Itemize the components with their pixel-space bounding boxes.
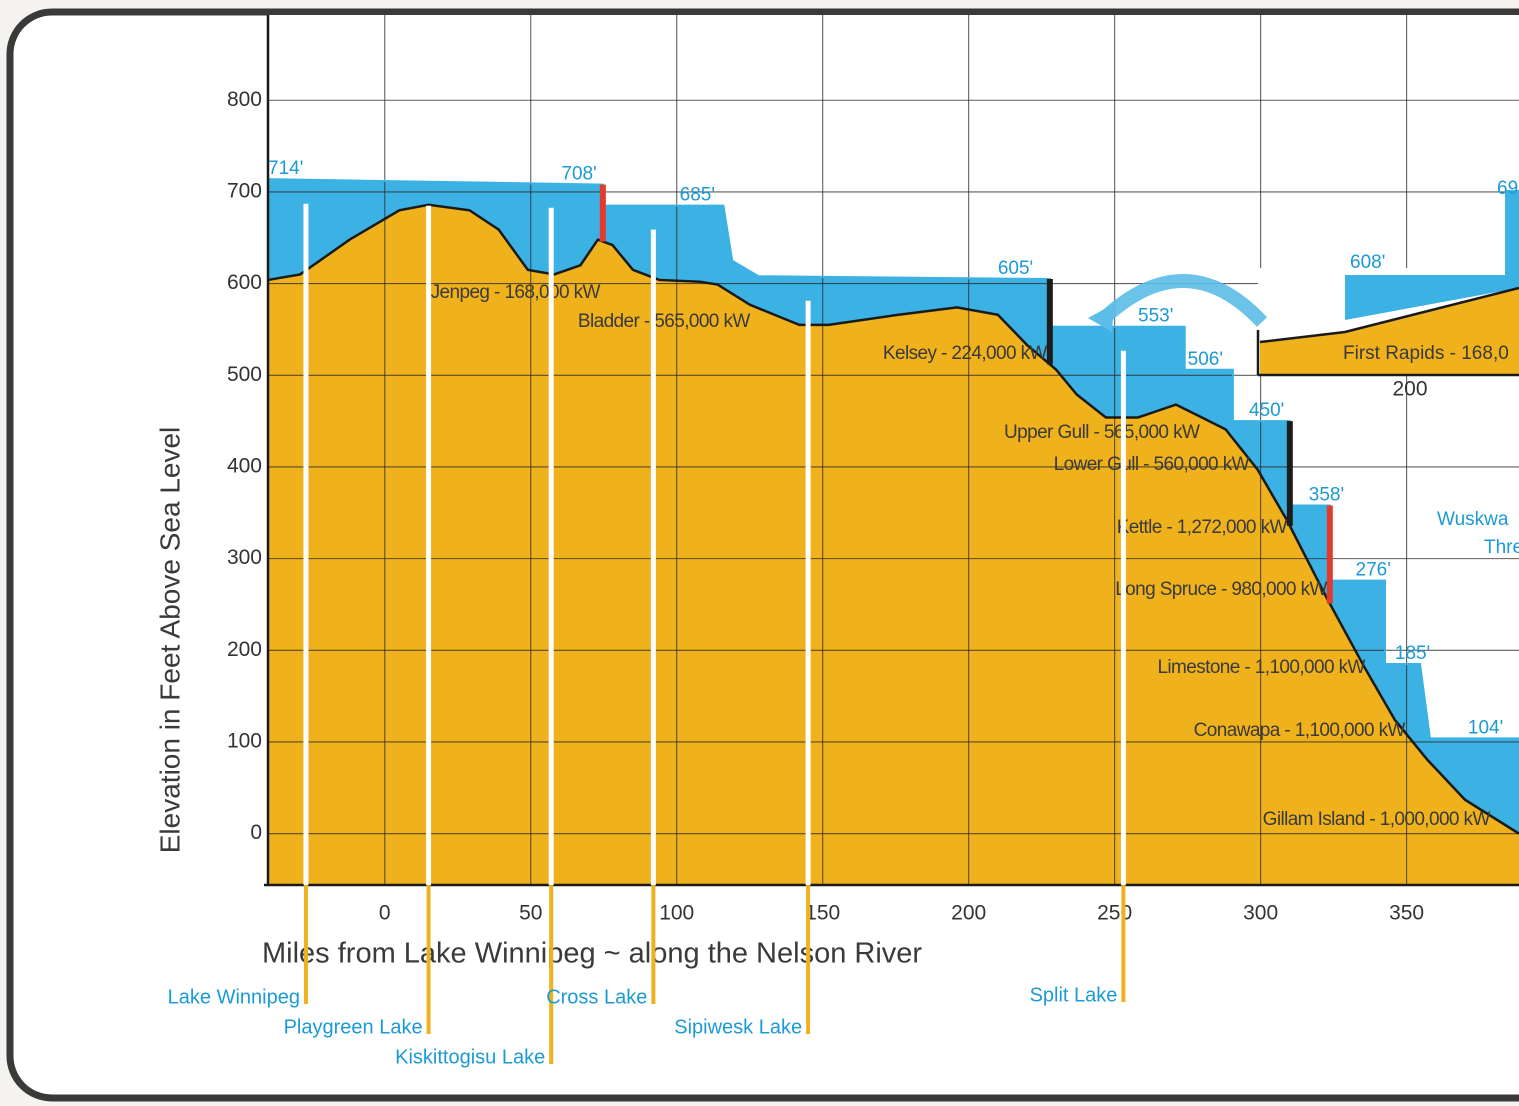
y-tick-label: 300 <box>227 546 262 569</box>
x-tick-label: 50 <box>519 902 542 925</box>
x-tick-label: 150 <box>805 902 840 925</box>
water-level-label: 450' <box>1249 400 1284 421</box>
y-tick-label: 100 <box>227 730 262 753</box>
water-level-label: 685' <box>680 185 715 206</box>
inset-water <box>1345 190 1519 320</box>
dam-label: Gillam Island - 1,000,000 kW <box>1263 809 1491 830</box>
diversion-arrow <box>1095 274 1268 328</box>
y-axis-title: Elevation in Feet Above Sea Level <box>154 427 185 854</box>
dam-label: Jenpeg - 168,000 kW <box>431 282 601 303</box>
water-level-label: 104' <box>1468 717 1503 738</box>
x-tick-label: 0 <box>379 902 391 925</box>
water-level-label: 605' <box>998 258 1033 279</box>
y-tick-label: 800 <box>227 88 262 111</box>
water-level-label: 708' <box>561 164 596 185</box>
lake-label: Split Lake <box>1030 984 1118 1006</box>
inset-level-label: 608' <box>1350 252 1385 273</box>
dam-label: Bladder - 565,000 kW <box>578 311 750 332</box>
y-tick-label: 700 <box>227 179 262 202</box>
water-surface-line <box>267 178 1519 740</box>
x-tick-label: 350 <box>1389 902 1424 925</box>
dam-label: Conawapa - 1,100,000 kW <box>1194 720 1406 741</box>
water-level-label: 506' <box>1188 349 1223 370</box>
inset-terrain <box>1260 288 1519 375</box>
dam-label: Kettle - 1,272,000 kW <box>1117 517 1288 538</box>
water-level-label: 276' <box>1356 560 1391 581</box>
lake-label: Kiskittogisu Lake <box>395 1046 545 1068</box>
x-tick-label: 100 <box>659 902 694 925</box>
inset-riverbed <box>1259 286 1519 344</box>
y-tick-label: 0 <box>250 821 262 844</box>
water-level-label: 185' <box>1395 643 1430 664</box>
water-level-label: 714' <box>268 158 303 179</box>
x-tick-label: 300 <box>1243 902 1278 925</box>
x-tick-label: 200 <box>951 902 986 925</box>
inset-tick-label: 200 <box>1392 378 1427 401</box>
x-axis-title: Miles from Lake Winnipeg ~ along the Nel… <box>262 938 922 970</box>
y-tick-label: 500 <box>227 363 262 386</box>
dam-label: Lower Gull - 560,000 kW <box>1054 454 1250 475</box>
water-level-label: 553' <box>1138 306 1173 327</box>
y-tick-label: 200 <box>227 638 262 661</box>
dam-label: Kelsey - 224,000 kW <box>883 343 1048 364</box>
dam-label: Upper Gull - 565,000 kW <box>1004 422 1200 443</box>
y-tick-label: 600 <box>227 271 262 294</box>
plot-area: 0 100 200 300 400 500 600 700 800 0 50 100 150 200 250… <box>227 15 1519 925</box>
lake-label: Playgreen Lake <box>284 1016 423 1038</box>
dam-label: Limestone - 1,100,000 kW <box>1157 657 1365 678</box>
y-tick-label: 400 <box>227 455 262 478</box>
annotation: Wuskwa <box>1437 509 1509 530</box>
annotation: Thre <box>1484 537 1519 558</box>
lake-label: Sipiwesk Lake <box>674 1016 802 1038</box>
edge-level-label: 69 <box>1497 178 1518 199</box>
riverbed-line <box>267 203 1519 835</box>
inset-label: First Rapids - 168,0 <box>1343 343 1509 364</box>
x-tick-label: 250 <box>1097 902 1132 925</box>
lake-label: Lake Winnipeg <box>168 986 300 1008</box>
lake-label: Cross Lake <box>546 986 647 1008</box>
water-level-label: 358' <box>1309 484 1344 505</box>
dam-label: Long Spruce - 980,000 kW <box>1115 579 1327 600</box>
diversion-arrowhead <box>1088 304 1114 332</box>
water-fill <box>268 179 1519 834</box>
